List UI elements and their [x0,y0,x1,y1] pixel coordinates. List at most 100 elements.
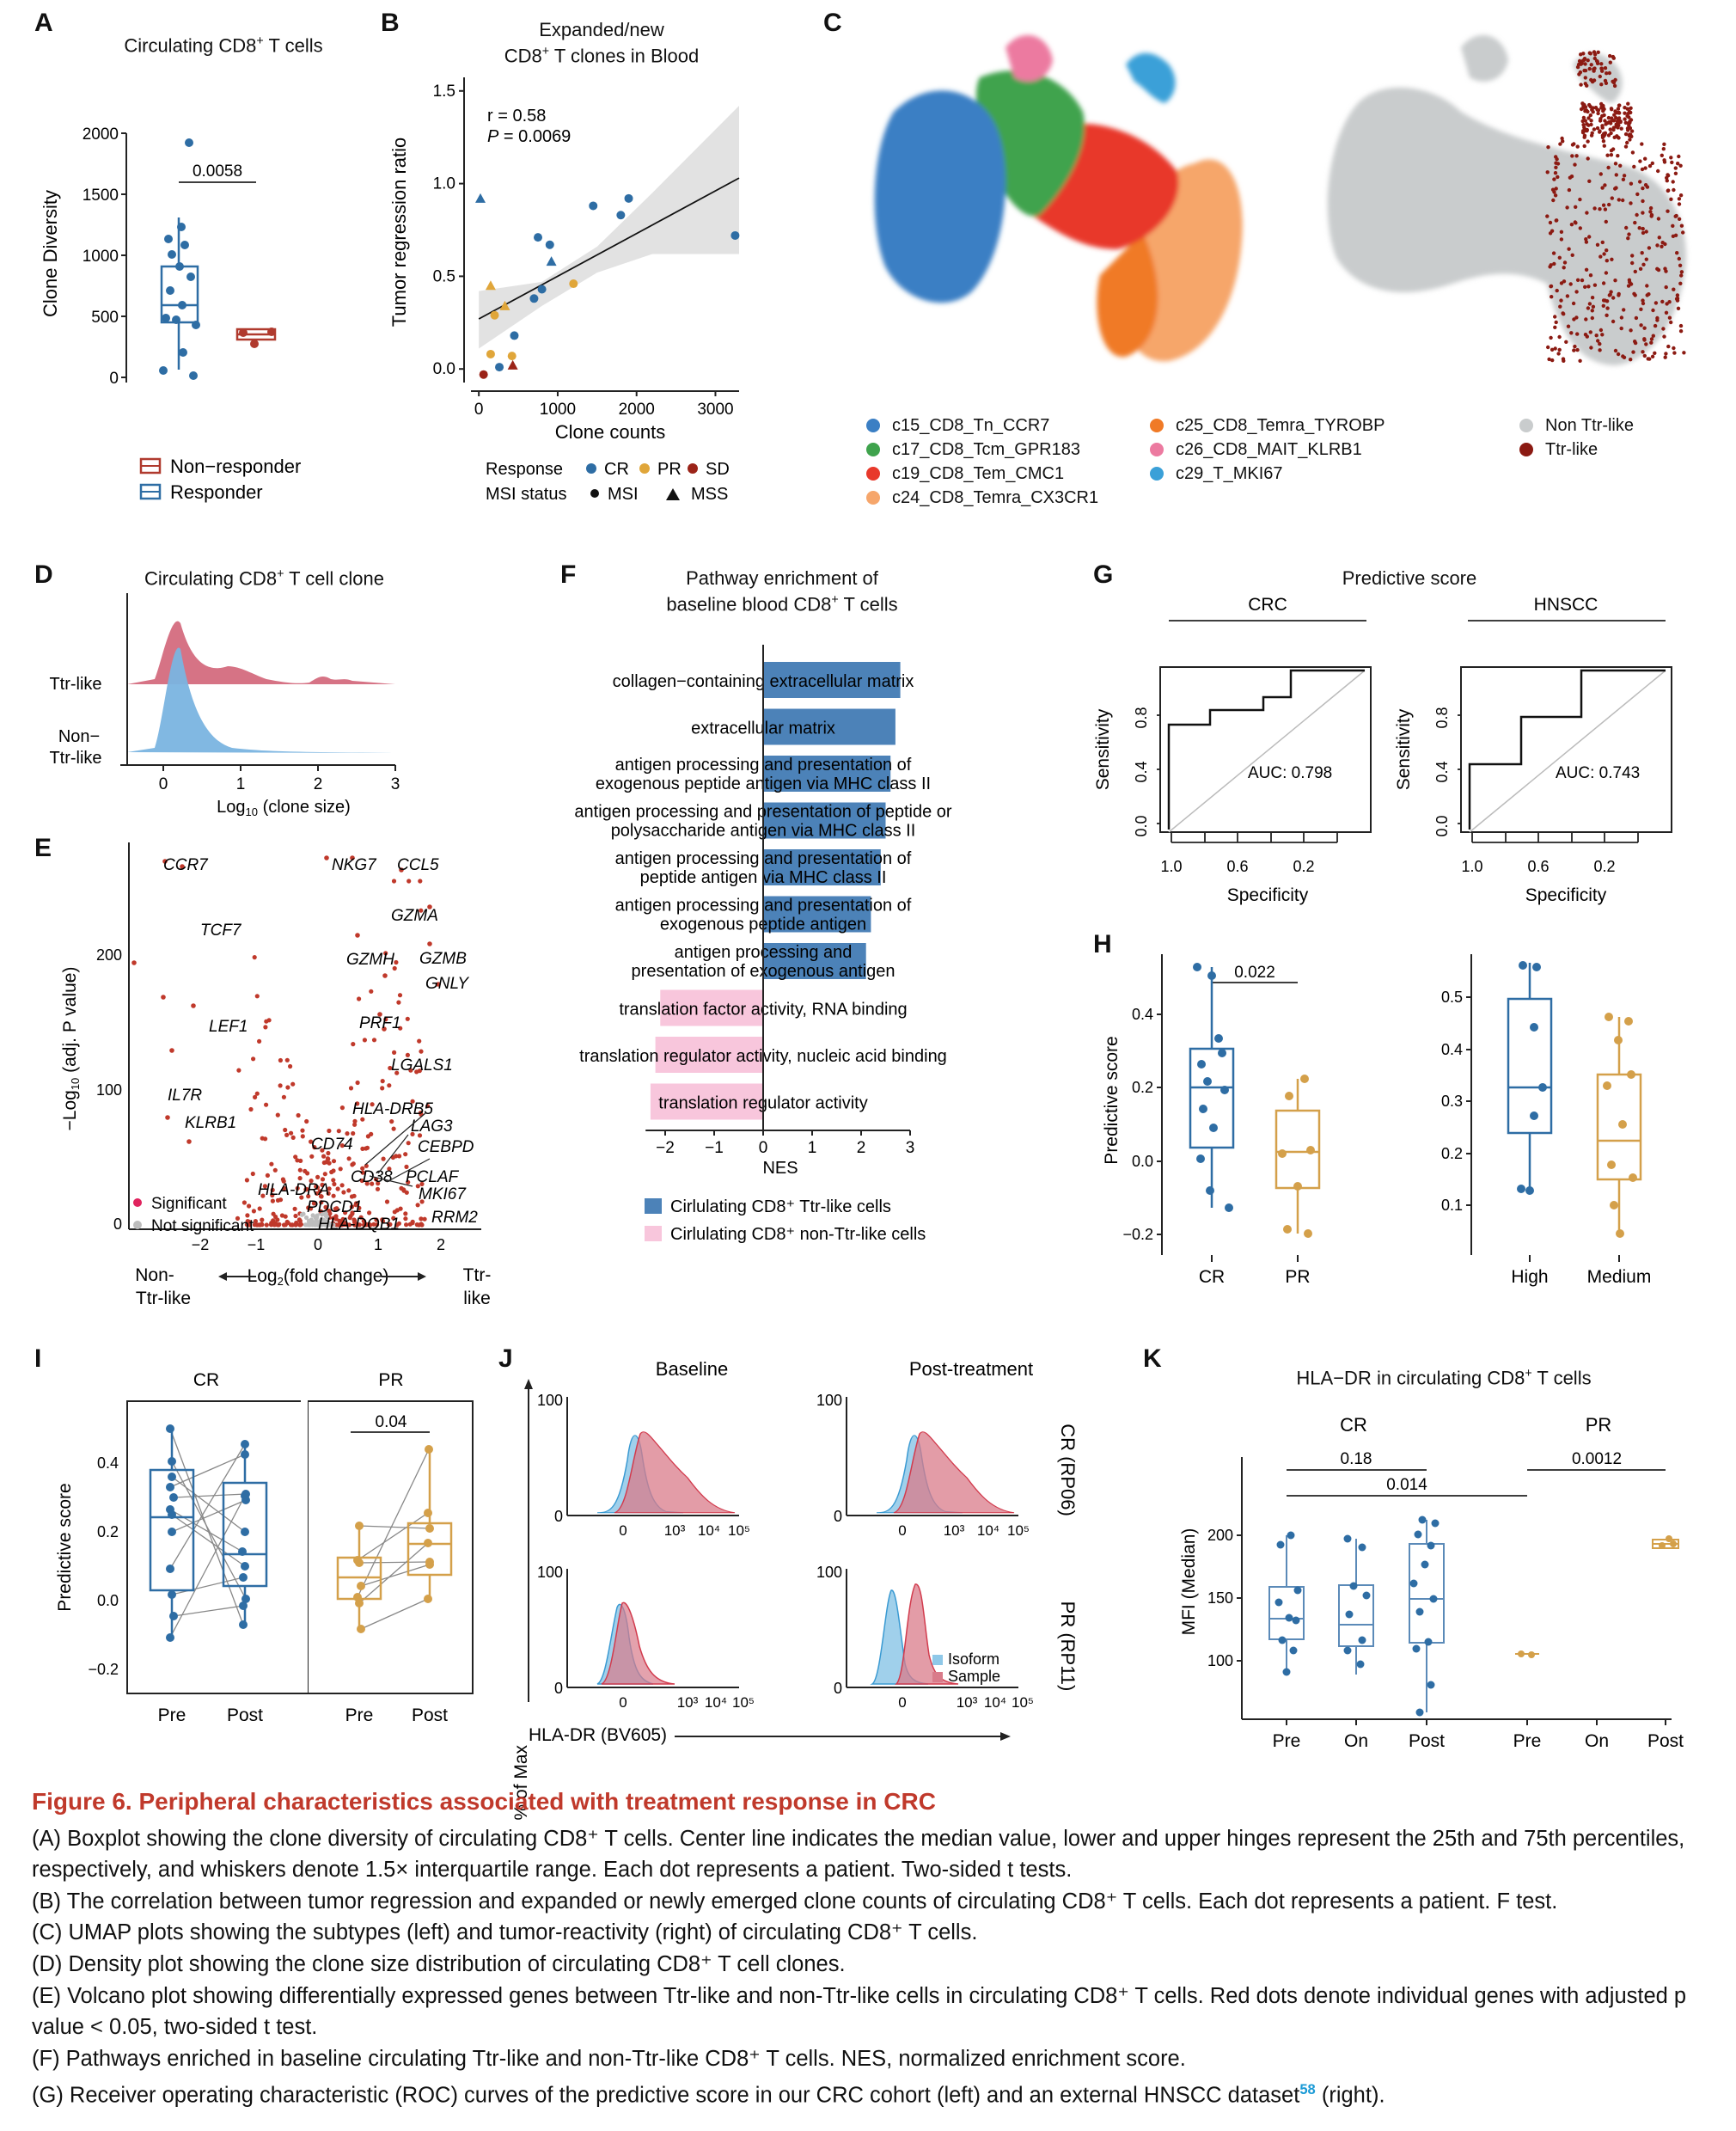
panel-d-title: Circulating CD8+ T cell clone [144,567,385,590]
svg-text:10⁴: 10⁴ [977,1522,999,1539]
volcano-point [375,1222,380,1228]
volcano-point [388,1065,393,1071]
ttr-like-cell [1621,177,1626,181]
ttr-like-cell [1623,106,1627,110]
ttr-like-cell [1583,62,1587,66]
ttr-like-cell [1599,101,1604,107]
ttr-like-cell [1653,301,1659,305]
ttr-like-cell [1579,107,1584,112]
volcano-point [350,1210,355,1216]
ttr-like-cell [1643,156,1647,161]
volcano-point [272,1167,278,1173]
ttr-like-cell [1678,323,1684,328]
volcano-point [350,855,355,860]
ttr-like-cell [1553,171,1558,175]
panel-a-plot: Clone Diversity 2000 1500 1000 500 0 0.0… [40,126,301,477]
ttr-like-cell [1574,315,1579,320]
ttr-like-cell [1554,320,1558,325]
volcano-point [322,1219,327,1224]
svg-text:Ttr-like: Ttr-like [136,1289,191,1308]
volcano-point [358,1215,364,1220]
ttr-like-cell [1664,285,1668,290]
ttr-like-cell [1553,346,1557,351]
svg-text:High: High [1511,1267,1548,1287]
ttr-like-cell [1601,139,1606,144]
caption-c: (C) UMAP plots showing the subtypes (lef… [32,1920,978,1945]
ttr-like-cell [1570,154,1574,158]
ttr-like-cell [1604,271,1609,275]
volcano-point [241,1200,247,1205]
svg-text:Isoform: Isoform [948,1650,999,1668]
volcano-point [321,1154,327,1159]
ttr-like-cell [1642,326,1647,330]
svg-text:CCR7: CCR7 [163,856,209,874]
c-legend-c26: c26_CD8_MAIT_KLRB1 [1176,440,1362,459]
ttr-like-cell [1640,251,1644,255]
panel-letter-i: I [34,1344,42,1373]
panel-a-legend: Non−responder [139,456,301,477]
volcano-point [253,1094,258,1099]
ttr-like-cell [1614,173,1618,177]
ttr-like-cell [1584,317,1588,321]
ttr-like-cell [1641,186,1645,191]
volcano-point [333,1206,338,1211]
ttr-like-cell [1651,308,1655,313]
ttr-like-cell [1600,126,1605,130]
volcano-point [252,1222,257,1228]
svg-text:0.014: 0.014 [1386,1476,1427,1494]
ttr-like-cell [1598,172,1603,176]
bar-0 [763,662,901,698]
svg-text:Predictive score: Predictive score [55,1483,75,1611]
point-1 [589,201,598,211]
ttr-like-cell [1623,132,1629,137]
volcano-point [262,1184,267,1189]
ttr-like-cell [1608,60,1612,64]
ttr-like-cell [1599,62,1604,66]
ttr-like-cell [1653,351,1657,355]
volcano-point [248,1106,254,1112]
ttr-like-cell [1678,329,1684,334]
ttr-like-cell [1623,111,1627,115]
ttr-like-cell [1586,123,1591,127]
ttr-like-cell [1629,106,1633,110]
volcano-point [339,1220,344,1225]
ttr-like-cell [1550,347,1555,352]
c-legend-c17: c17_CD8_Tcm_GPR183 [892,440,1080,459]
caption-g-reference-link[interactable]: 58 [1299,2081,1316,2098]
volcano-point [375,1186,381,1191]
volcano-point [427,941,432,946]
ttr-like-cell [1678,263,1683,267]
svg-text:0: 0 [898,1694,906,1711]
volcano-point [404,1190,409,1195]
svg-text:0: 0 [834,1508,842,1525]
ttr-like-cell [1629,181,1634,186]
ttr-like-cell [1582,57,1587,61]
ttr-like-cell [1656,267,1661,272]
ttr-like-cell [1612,113,1617,117]
ttr-like-cell [1677,154,1681,159]
ttr-like-cell [1632,164,1636,169]
volcano-point [275,1112,280,1118]
panel-letter-d: D [34,560,53,589]
svg-text:0.04: 0.04 [376,1413,407,1431]
ttr-like-cell [1661,327,1666,331]
ttr-like-cell [1669,320,1673,325]
panel-b-xlabel: Clone counts [555,421,665,443]
ttr-like-cell [1565,205,1569,210]
volcano-point [324,855,329,860]
ttr-like-cell [1645,185,1650,189]
ttr-like-cell [1603,207,1608,211]
svg-text:200: 200 [96,946,122,964]
ttr-like-cell [1631,350,1635,354]
volcano-point [422,1216,427,1222]
svg-text:100: 100 [537,1392,563,1409]
volcano-point [278,1197,284,1203]
ttr-like-cell [1586,116,1591,120]
ttr-like-cell [1626,284,1631,288]
volcano-point [254,994,260,999]
svg-text:Post: Post [227,1705,263,1725]
volcano-point [293,1222,298,1228]
volcano-point [300,1128,305,1133]
volcano-point [389,1119,394,1124]
